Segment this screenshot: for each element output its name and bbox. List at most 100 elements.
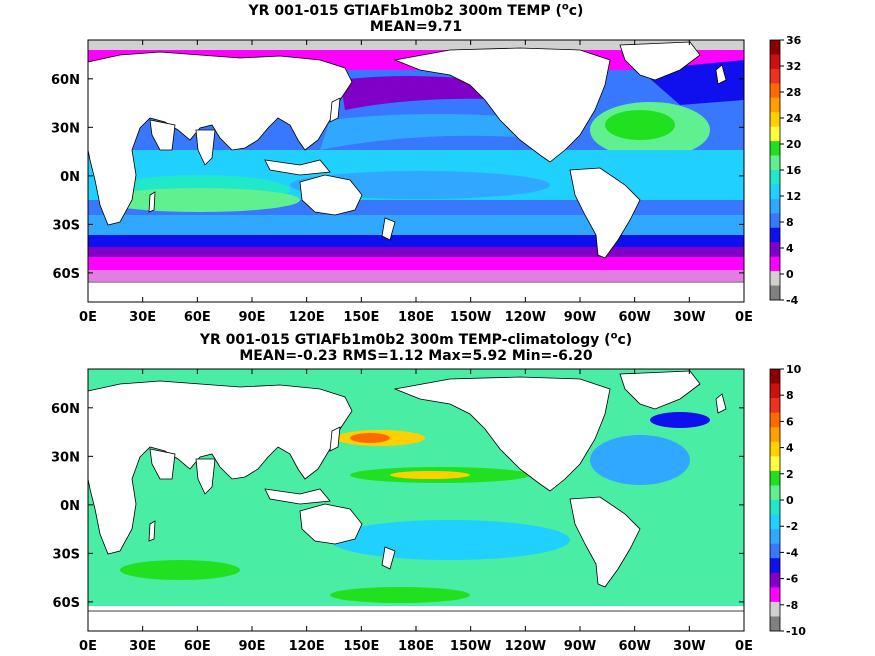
colorbar-swatch [770,412,780,428]
colorbar-swatch [770,587,780,603]
bottom-panel-subtitle: MEAN=-0.23 RMS=1.12 Max=5.92 Min=-6.20 [239,348,593,364]
colorbar-swatch [770,141,780,156]
top-colorbar: 36 32 28 24 20 16 12 8 4 0 -4 [769,34,802,307]
colorbar-label: 12 [786,190,801,203]
colorbar-label: -10 [786,625,806,638]
x-tick-label: 120W [505,639,546,654]
colorbar-swatch [770,285,780,301]
colorbar-swatch [770,514,780,530]
colorbar-swatch [770,441,780,457]
x-tick-label: 180E [398,310,434,325]
top-panel-subtitle: MEAN=9.71 [369,19,463,35]
colorbar-swatch [770,83,780,99]
y-tick-label: 60N [51,73,80,88]
colorbar-swatch [770,54,780,70]
bottom-panel-title: YR 001-015 GTIAFb1m0b2 300m TEMP-climato… [199,330,633,348]
colorbar-swatch [770,97,780,113]
colorbar-swatch [770,155,780,171]
top-panel-title: YR 001-015 GTIAFb1m0b2 300m TEMP (oc) [248,1,584,19]
colorbar-label: -2 [786,520,798,533]
colorbar-swatch [770,213,780,229]
y-tick-label: 30N [51,121,80,136]
bottom-y-axis: 60N 30N 0N 30S 60S [51,402,744,611]
x-tick-label: 90W [564,310,596,325]
x-tick-label: 0E [735,639,753,654]
top-y-axis: 60N 30N 0N 30S 60S [51,73,744,282]
colorbar-swatch [770,40,780,55]
y-tick-label: 60S [53,267,80,282]
colorbar-swatch [770,456,780,472]
colorbar-label: 8 [786,216,794,229]
bottom-map [87,368,745,632]
colorbar-label: 0 [786,268,794,281]
colorbar-label: -4 [786,546,799,559]
y-tick-label: 60N [51,402,80,417]
y-tick-label: 60S [53,596,80,611]
y-tick-label: 0N [60,499,80,514]
colorbar-swatch [770,271,780,286]
colorbar-swatch [770,427,780,443]
x-tick-label: 150W [450,639,491,654]
x-tick-label: 0E [79,310,97,325]
colorbar-swatch [770,256,780,272]
colorbar-swatch [770,616,780,632]
colorbar-label: 8 [786,389,794,402]
x-tick-label: 60W [618,310,650,325]
colorbar-swatch [770,68,780,84]
x-tick-label: 120E [289,639,325,654]
colorbar-label: 24 [786,112,802,125]
colorbar-label: 28 [786,86,801,99]
x-tick-label: 30E [129,639,156,654]
colorbar-swatch [770,184,780,200]
colorbar-swatch [770,529,780,544]
colorbar-swatch [770,198,780,214]
colorbar-swatch [770,398,780,413]
y-tick-label: 0N [60,170,80,185]
colorbar-label: 36 [786,34,802,47]
colorbar-label: 16 [786,164,802,177]
colorbar-swatch [770,543,780,559]
colorbar-swatch [770,572,780,588]
colorbar-label: -6 [786,573,799,586]
x-tick-label: 60E [184,639,211,654]
colorbar-swatch [770,112,780,127]
colorbar-label: -4 [786,294,799,307]
colorbar-swatch [770,126,780,142]
x-tick-label: 120W [505,310,546,325]
x-tick-label: 30W [673,639,705,654]
y-tick-label: 30N [51,450,80,465]
colorbar-swatch [770,242,780,257]
colorbar-label: 20 [786,138,802,151]
x-tick-label: 30W [673,310,705,325]
bottom-colorbar: 10 8 6 4 2 0 -2 -4 -6 -8 -10 [769,363,806,638]
x-tick-label: 30E [129,310,156,325]
top-map [87,39,745,303]
x-tick-label: 90E [239,310,266,325]
colorbar-label: 4 [786,242,794,255]
colorbar-swatch [770,500,780,515]
bottom-x-axis: 0E 30E 60E 90E 120E 150E 180E 150W 120W 90W 60W 30W… [79,369,753,654]
x-tick-label: 90E [239,639,266,654]
x-tick-label: 60W [618,639,650,654]
colorbar-swatch [770,558,780,574]
colorbar-swatch [770,485,780,501]
x-tick-label: 180E [398,639,434,654]
top-x-axis: 0E 30E 60E 90E 120E 150E 180E 150W 120W 90W 60W 30W… [79,40,753,325]
colorbar-swatch [770,601,780,617]
colorbar-swatch [770,227,780,243]
x-tick-label: 0E [79,639,97,654]
x-tick-label: 150W [450,310,491,325]
x-tick-label: 150E [343,310,379,325]
x-tick-label: 90W [564,639,596,654]
colorbar-label: 2 [786,468,794,481]
colorbar-swatch [770,170,780,185]
colorbar-label: 10 [786,363,802,376]
colorbar-swatch [770,383,780,399]
colorbar-swatch [770,470,780,486]
y-tick-label: 30S [53,547,80,562]
x-tick-label: 0E [735,310,753,325]
colorbar-swatch [770,369,780,384]
colorbar-label: 0 [786,494,794,507]
colorbar-label: -8 [786,599,798,612]
